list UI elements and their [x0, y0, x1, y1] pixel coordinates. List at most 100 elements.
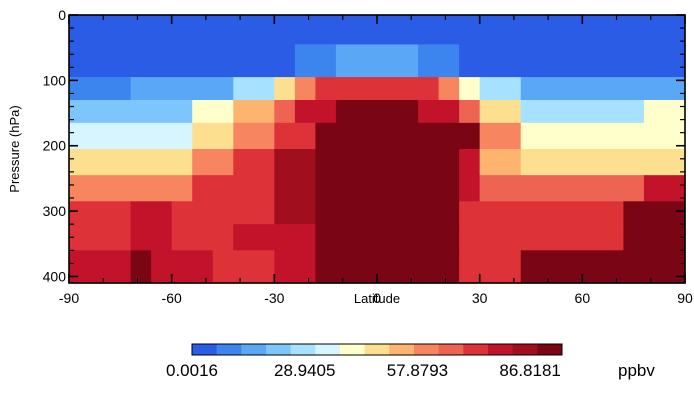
y-tick-label: 100: [43, 72, 67, 88]
heatmap-cell: [479, 77, 522, 101]
x-tick-label: 0: [373, 290, 381, 306]
heatmap-cell: [274, 250, 316, 284]
colorbar-swatch: [463, 344, 489, 355]
colorbar-swatch: [438, 344, 464, 355]
heatmap-cell: [315, 77, 440, 101]
heatmap-cell: [643, 175, 686, 202]
heatmap-cell: [459, 77, 481, 101]
heatmap-cell: [294, 77, 316, 101]
colorbar-tick-label: 28.9405: [274, 361, 335, 380]
heatmap-cell: [130, 201, 173, 225]
colorbar-swatch: [488, 344, 514, 355]
heatmap-cell: [459, 44, 583, 78]
colorbar-unit-label: ppbv: [618, 361, 655, 380]
heatmap-cell: [274, 77, 296, 101]
heatmap-cell: [233, 99, 275, 124]
heatmap-cell: [69, 250, 132, 284]
heatmap-cell: [315, 149, 460, 176]
heatmap-cell: [459, 224, 624, 251]
heatmap-cell: [274, 201, 316, 225]
x-tick-label: -60: [162, 290, 182, 306]
heatmap-cell: [479, 149, 522, 176]
heatmap-cell: [69, 44, 214, 78]
heatmap-cell: [233, 149, 275, 176]
heatmap-cell: [274, 99, 296, 124]
x-tick-label: 60: [575, 290, 591, 306]
heatmap-cell: [623, 224, 686, 251]
y-axis-title: Pressure (hPa): [7, 105, 22, 192]
colorbar-frame: [191, 343, 563, 356]
colorbar-tick-label: 57.8793: [387, 361, 448, 380]
heatmap-cell: [130, 224, 173, 251]
heatmap-cell: [69, 149, 193, 176]
heatmap-cell: [315, 201, 460, 225]
colorbar-swatch: [364, 344, 390, 355]
x-tick-label: -30: [264, 290, 284, 306]
heatmap-cell: [274, 122, 316, 150]
colorbar-swatch: [315, 344, 341, 355]
heatmap-cell: [582, 44, 686, 78]
heatmap-cell: [233, 77, 275, 101]
heatmap-cell: [520, 122, 686, 150]
colorbar-tick-labels: 0.0016 28.9405 57.8793 86.8181: [166, 361, 561, 380]
heatmap-cell: [192, 122, 234, 150]
colorbar-swatch: [537, 344, 563, 355]
heatmap-cell: [233, 122, 275, 150]
heatmap-cell: [130, 250, 152, 284]
heatmap-cell: [459, 201, 624, 225]
heatmap-cell: [459, 175, 481, 202]
heatmap-cell: [520, 77, 686, 101]
heatmap-cell: [274, 149, 316, 176]
heatmap-cell: [459, 250, 522, 284]
heatmap-cell: [418, 99, 460, 124]
heatmap-cell: [171, 201, 275, 225]
heatmap-cell: [69, 122, 193, 150]
heatmap-cell: [212, 250, 275, 284]
heatmap-cell: [315, 224, 460, 251]
heatmap-cell: [459, 99, 481, 124]
heatmap-cell: [643, 99, 686, 124]
colorbar-tick-label: 0.0016: [166, 361, 218, 380]
heatmap-cell: [130, 77, 234, 101]
heatmap-cell: [69, 224, 132, 251]
heatmap-cell: [69, 77, 132, 101]
y-tick-label: 0: [58, 7, 66, 23]
colorbar-swatch: [414, 344, 440, 355]
heatmap-cell: [479, 122, 522, 150]
heatmap-cell: [623, 201, 686, 225]
heatmap-cell: [212, 44, 296, 78]
heatmap-cell: [315, 122, 481, 150]
heatmap-cell: [479, 175, 645, 202]
colorbar-swatch: [216, 344, 242, 355]
heatmap-cell: [335, 44, 419, 78]
y-tick-label: 400: [43, 268, 67, 284]
colorbar-swatch: [290, 344, 316, 355]
heatmap-cell: [459, 149, 481, 176]
colorbar-swatch: [340, 344, 366, 355]
x-tick-label: 30: [472, 290, 488, 306]
heatmap-cell: [171, 224, 234, 251]
heatmap-cell: [294, 99, 337, 124]
heatmap-cell: [69, 201, 132, 225]
heatmap-cells: [69, 15, 686, 284]
heatmap-cell: [335, 99, 419, 124]
heatmap-cell: [274, 175, 316, 202]
heatmap-cell: [418, 44, 460, 78]
colorbar-swatch: [192, 344, 218, 355]
x-axis-ticks: -90 -60 -30 0 30 60 90: [59, 15, 693, 306]
x-tick-label: -90: [59, 290, 79, 306]
heatmap-cell: [69, 175, 193, 202]
x-tick-label: 90: [677, 290, 693, 306]
heatmap-cell: [520, 149, 686, 176]
colorbar-swatch: [266, 344, 292, 355]
heatmap-cell: [520, 99, 645, 124]
heatmap-cell: [192, 99, 234, 124]
heatmap-cell: [69, 99, 193, 124]
colorbar-tick-label: 86.8181: [499, 361, 560, 380]
heatmap-cell: [151, 250, 214, 284]
colorbar-swatch: [241, 344, 267, 355]
heatmap-cell: [479, 99, 522, 124]
y-tick-label: 300: [43, 203, 67, 219]
colorbar-swatch: [389, 344, 415, 355]
